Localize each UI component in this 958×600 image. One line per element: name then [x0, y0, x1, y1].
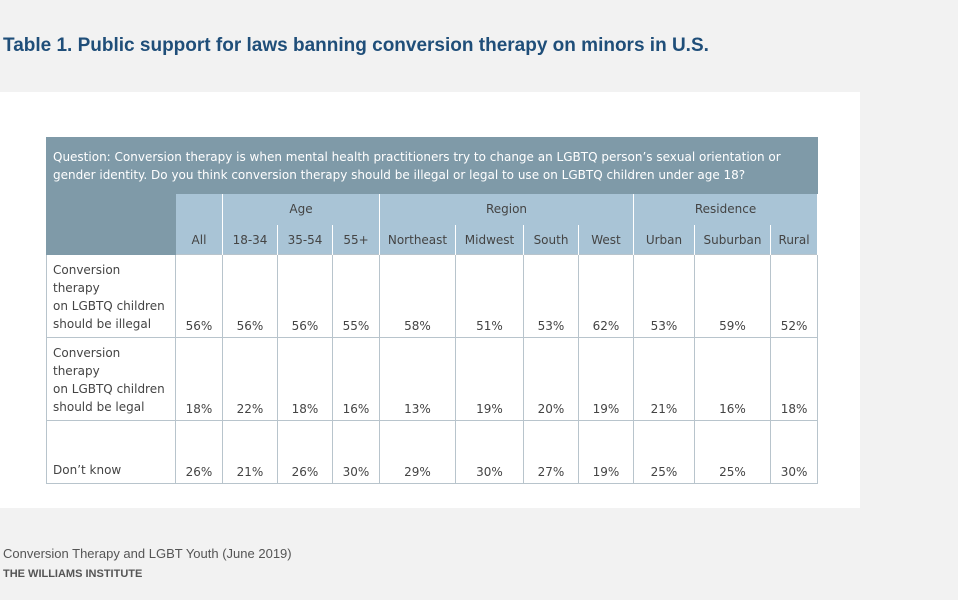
- table-cell: 25%: [633, 420, 695, 484]
- table-cell: 20%: [523, 337, 579, 421]
- table-cell: 30%: [455, 420, 524, 484]
- table-cell: 26%: [175, 420, 223, 484]
- table-row: Conversion therapy on LGBTQ children shoul…: [46, 337, 819, 421]
- table-cell: 27%: [523, 420, 579, 484]
- column-header: 18-34: [222, 224, 278, 255]
- table-cell: 62%: [578, 254, 634, 338]
- table-cell: 30%: [332, 420, 380, 484]
- table-cell: 16%: [694, 337, 771, 421]
- table-cell: 22%: [222, 337, 278, 421]
- survey-table: Question: Conversion therapy is when men…: [45, 137, 819, 484]
- column-header: All: [175, 224, 223, 255]
- table-cell: 56%: [222, 254, 278, 338]
- table-cell: 18%: [769, 337, 819, 421]
- row-label: Conversion therapy on LGBTQ children shoul…: [46, 337, 176, 421]
- table-cell: 19%: [455, 337, 524, 421]
- table-cell: 18%: [277, 337, 333, 421]
- table-cell: 53%: [633, 254, 695, 338]
- table-cell: 19%: [578, 337, 634, 421]
- row-label-line: Conversion therapy: [53, 346, 121, 378]
- table-cell: 29%: [379, 420, 456, 484]
- question-text: Question: Conversion therapy is when men…: [45, 137, 819, 194]
- row-label-line: Conversion therapy: [53, 263, 121, 295]
- group-header-all: [175, 193, 223, 225]
- table-cell: 56%: [277, 254, 333, 338]
- table-cell: 25%: [694, 420, 771, 484]
- stub-header: [46, 193, 176, 255]
- column-header: 35-54: [277, 224, 333, 255]
- table-cell: 58%: [379, 254, 456, 338]
- table-cell: 21%: [633, 337, 695, 421]
- row-label-line: should be legal: [53, 400, 145, 414]
- column-header: Northeast: [379, 224, 456, 255]
- table-row: Don’t know 26% 21% 26% 30% 29% 30% 27% 19% 25% 25%…: [46, 420, 819, 484]
- column-header: West: [578, 224, 634, 255]
- table-cell: 55%: [332, 254, 380, 338]
- table-cell: 21%: [222, 420, 278, 484]
- row-label: Don’t know: [46, 420, 176, 484]
- table-cell: 52%: [769, 254, 819, 338]
- table-cell: 30%: [769, 420, 819, 484]
- column-header: Rural: [769, 224, 819, 255]
- column-header: South: [523, 224, 579, 255]
- footer-org: THE WILLIAMS INSTITUTE: [3, 568, 143, 580]
- row-label-line: should be illegal: [53, 317, 152, 331]
- group-header-residence: Residence: [632, 193, 819, 225]
- column-header: 55+: [332, 224, 380, 255]
- group-header-age: Age: [222, 193, 380, 225]
- table-cell: 18%: [175, 337, 223, 421]
- footer-source: Conversion Therapy and LGBT Youth (June …: [3, 546, 292, 561]
- row-label-line: on LGBTQ children: [53, 299, 165, 313]
- table-cell: 51%: [455, 254, 524, 338]
- row-label-line: on LGBTQ children: [53, 382, 165, 396]
- table-row: Conversion therapy on LGBTQ children shoul…: [46, 254, 819, 338]
- table-cell: 53%: [523, 254, 579, 338]
- table-cell: 59%: [694, 254, 771, 338]
- row-label: Conversion therapy on LGBTQ children shoul…: [46, 254, 176, 338]
- row-label-line: Don’t know: [53, 463, 122, 477]
- table-panel: Question: Conversion therapy is when men…: [0, 92, 860, 508]
- table-cell: 56%: [175, 254, 223, 338]
- table-cell: 19%: [578, 420, 634, 484]
- column-header: Midwest: [455, 224, 524, 255]
- table-cell: 13%: [379, 337, 456, 421]
- table-cell: 16%: [332, 337, 380, 421]
- column-header: Suburban: [694, 224, 771, 255]
- page-title: Table 1. Public support for laws banning…: [3, 35, 709, 56]
- table-cell: 26%: [277, 420, 333, 484]
- group-header-region: Region: [379, 193, 634, 225]
- column-header: Urban: [633, 224, 695, 255]
